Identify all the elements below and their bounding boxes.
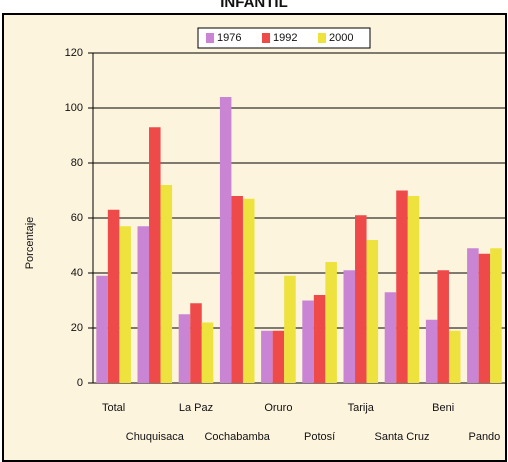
bar [313, 295, 326, 383]
bar [355, 215, 367, 383]
bar [478, 253, 491, 383]
y-axis-label: Porcentaje [24, 217, 36, 270]
x-tick-label: Beni [432, 402, 454, 414]
x-tick-label: Oruro [264, 402, 292, 414]
bar [149, 127, 161, 383]
x-tick-label: Potosí [304, 431, 335, 443]
bar [107, 209, 120, 383]
x-tick-label: Santa Cruz [374, 431, 429, 443]
y-tick-label: 60 [71, 212, 83, 224]
x-tick-label: Chuquisaca [126, 431, 185, 443]
x-tick-label: Pando [468, 431, 500, 443]
x-tick-label: Cochabamba [204, 431, 270, 443]
bar [437, 270, 449, 383]
x-tick-label: Total [102, 402, 125, 414]
y-tick-label: 100 [65, 102, 83, 114]
bar [384, 292, 397, 383]
bar [261, 330, 273, 383]
y-tick-label: 0 [77, 377, 83, 389]
bar [407, 196, 420, 383]
bar [119, 226, 131, 383]
bar [302, 300, 314, 383]
bar [190, 303, 202, 383]
legend-swatch [318, 33, 326, 43]
bar [425, 319, 438, 383]
bar [343, 270, 356, 383]
bar [137, 226, 150, 383]
y-tick-label: 40 [71, 267, 83, 279]
bar [178, 314, 191, 383]
y-tick-label: 20 [71, 322, 83, 334]
bar [201, 322, 214, 383]
bar [467, 248, 479, 383]
legend-box [197, 27, 371, 49]
bar [396, 190, 408, 383]
legend-swatch [262, 33, 270, 43]
bar [242, 198, 255, 383]
y-tick-label: 80 [71, 157, 83, 169]
bar [272, 330, 285, 383]
chart-title: INFANTIL [220, 0, 288, 11]
bar [96, 275, 108, 383]
bar [231, 196, 243, 383]
y-tick-label: 120 [65, 47, 83, 59]
legend-label: 1992 [273, 32, 297, 44]
bar [325, 262, 337, 383]
x-tick-label: Tarija [348, 402, 375, 414]
legend-label: 1976 [217, 32, 241, 44]
bar [490, 248, 502, 383]
legend-swatch [206, 33, 214, 43]
bar [160, 185, 173, 383]
bar [366, 240, 379, 383]
bar [284, 275, 296, 383]
x-tick-label: La Paz [179, 402, 213, 414]
legend-label: 2000 [329, 32, 353, 44]
bar [219, 97, 232, 383]
bar [448, 330, 461, 383]
